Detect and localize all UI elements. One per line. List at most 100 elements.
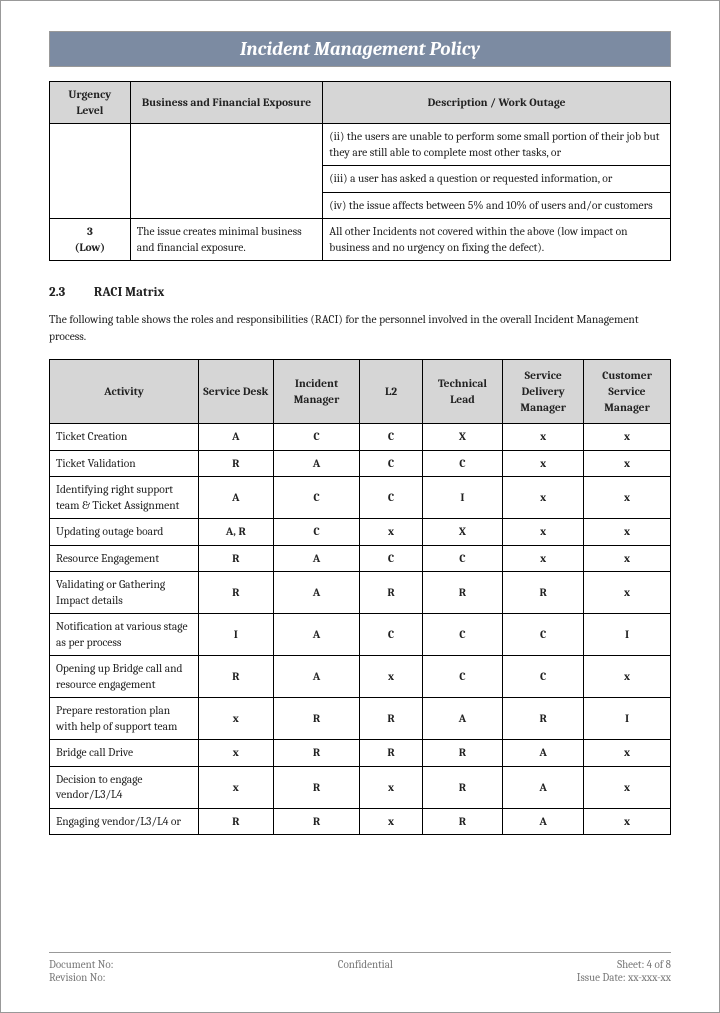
raci-cell: C [422,545,503,572]
raci-cell: x [360,656,422,698]
raci-activity: Notification at various stage as per pro… [50,614,199,656]
urgency-level-cell: 3(Low) [50,219,131,261]
raci-cell: R [503,698,584,740]
table-row: Validating or Gathering Impact detailsRA… [50,572,671,614]
raci-cell: I [584,614,671,656]
table-row: Ticket ValidationRACCxx [50,450,671,477]
raci-cell: A [503,740,584,767]
raci-cell: x [503,424,584,451]
raci-cell: x [360,519,422,546]
raci-cell: C [422,614,503,656]
page-footer: Document No: Confidential Sheet: 4 of 8 … [49,952,671,984]
raci-cell: R [422,766,503,808]
raci-cell: R [422,572,503,614]
table-row: Prepare restoration plan with help of su… [50,698,671,740]
raci-cell: R [199,656,274,698]
table-row: Identifying right support team & Ticket … [50,477,671,519]
raci-cell: R [273,766,360,808]
urgency-exposure-cell [130,124,323,219]
raci-cell: A [503,766,584,808]
urgency-header: Urgency Level [50,82,131,124]
table-row: Engaging vendor/L3/L4 orRRxRAx [50,808,671,835]
document-page: Incident Management Policy Urgency Level… [0,0,720,1013]
urgency-desc-cell: (ii) the users are unable to perform som… [323,124,671,166]
raci-cell: C [503,614,584,656]
raci-activity: Opening up Bridge call and resource enga… [50,656,199,698]
raci-cell: R [360,572,422,614]
raci-cell: R [273,740,360,767]
section-number: 2.3 [49,285,91,300]
raci-cell: x [584,424,671,451]
raci-cell: x [360,808,422,835]
raci-cell: R [199,572,274,614]
raci-cell: x [199,766,274,808]
raci-cell: x [584,740,671,767]
raci-activity: Resource Engagement [50,545,199,572]
table-row: Updating outage boardA, RCxXxx [50,519,671,546]
section-intro: The following table shows the roles and … [49,312,671,345]
urgency-desc-cell: (iv) the issue affects between 5% and 10… [323,192,671,219]
raci-activity: Updating outage board [50,519,199,546]
urgency-header: Description / Work Outage [323,82,671,124]
urgency-table: Urgency LevelBusiness and Financial Expo… [49,81,671,261]
raci-cell: R [199,450,274,477]
footer-issue-date: Issue Date: xx-xxx-xx [577,971,671,984]
raci-activity: Engaging vendor/L3/L4 or [50,808,199,835]
raci-cell: C [273,477,360,519]
raci-cell: x [503,519,584,546]
raci-cell: x [503,477,584,519]
raci-cell: I [584,698,671,740]
table-row: Notification at various stage as per pro… [50,614,671,656]
table-row: Ticket CreationACCXxx [50,424,671,451]
raci-header: L2 [360,360,422,424]
footer-doc-no: Document No: [49,958,114,971]
table-row: Resource EngagementRACCxx [50,545,671,572]
section-heading: 2.3 RACI Matrix [49,285,671,300]
raci-cell: A [199,477,274,519]
raci-cell: C [360,614,422,656]
raci-cell: X [422,424,503,451]
raci-cell: C [422,656,503,698]
raci-cell: A [273,545,360,572]
raci-cell: A [199,424,274,451]
raci-activity: Prepare restoration plan with help of su… [50,698,199,740]
raci-activity: Ticket Validation [50,450,199,477]
raci-cell: C [422,450,503,477]
raci-cell: R [199,808,274,835]
raci-cell: C [360,424,422,451]
raci-cell: R [199,545,274,572]
raci-cell: x [584,450,671,477]
raci-cell: R [273,698,360,740]
raci-cell: x [360,766,422,808]
table-row: Decision to engage vendor/L3/L4xRxRAx [50,766,671,808]
raci-header: Service Desk [199,360,274,424]
raci-cell: R [503,572,584,614]
urgency-desc-cell: (iii) a user has asked a question or req… [323,166,671,193]
raci-cell: x [199,698,274,740]
raci-cell: x [584,477,671,519]
raci-cell: x [584,808,671,835]
raci-cell: C [360,545,422,572]
footer-sheet: Sheet: 4 of 8 [617,958,671,971]
raci-cell: R [422,740,503,767]
raci-cell: A, R [199,519,274,546]
raci-header: Technical Lead [422,360,503,424]
urgency-header: Business and Financial Exposure [130,82,323,124]
raci-cell: x [503,450,584,477]
raci-cell: x [584,545,671,572]
section-title: RACI Matrix [94,285,165,300]
raci-cell: A [273,450,360,477]
raci-header: Service Delivery Manager [503,360,584,424]
raci-cell: x [503,545,584,572]
raci-cell: R [273,808,360,835]
urgency-level-cell [50,124,131,219]
raci-cell: I [422,477,503,519]
raci-header: Activity [50,360,199,424]
raci-table: ActivityService DeskIncident ManagerL2Te… [49,359,671,835]
raci-cell: C [273,424,360,451]
footer-rev-no: Revision No: [49,971,106,984]
raci-cell: C [273,519,360,546]
raci-cell: R [360,698,422,740]
raci-activity: Validating or Gathering Impact details [50,572,199,614]
raci-cell: A [422,698,503,740]
